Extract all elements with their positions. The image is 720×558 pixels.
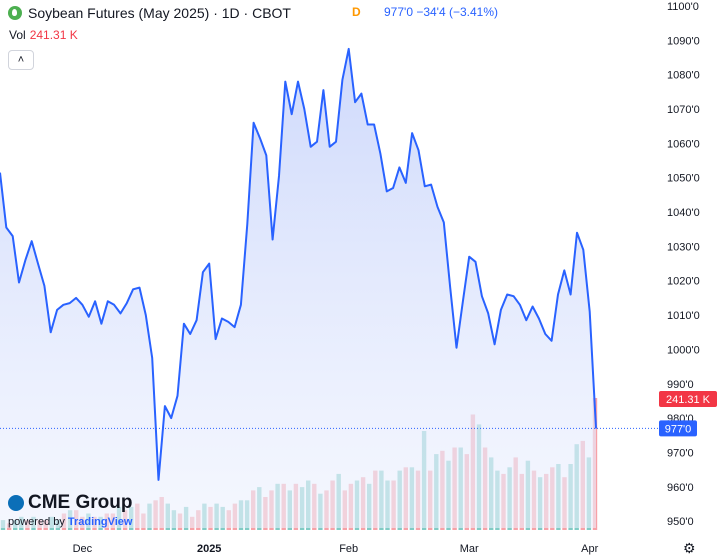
y-tick-label: 1050'0	[667, 173, 700, 185]
volume-badge-label: 241.31 K	[666, 394, 711, 406]
y-tick-label: 960'0	[667, 482, 694, 494]
time-axis[interactable]: Dec 2025 Feb Mar Apr	[73, 543, 599, 555]
x-tick-label: Apr	[581, 543, 598, 555]
price-line	[0, 47, 597, 481]
price-badge-label: 977'0	[665, 423, 692, 435]
y-tick-label: 1030'0	[667, 241, 700, 253]
price-badges: 241.31 K 977'0	[659, 391, 717, 437]
cme-logo[interactable]: CME Group powered by TradingView	[8, 492, 133, 528]
chevron-up-icon: ˄	[17, 54, 25, 66]
y-tick-label: 950'0	[667, 516, 694, 528]
volume-label: Vol	[9, 28, 26, 42]
collapse-legend-button[interactable]: ˄	[8, 50, 34, 70]
cme-logo-text: CME Group	[28, 492, 133, 513]
y-tick-label: 1090'0	[667, 35, 700, 47]
y-tick-label: 1020'0	[667, 276, 700, 288]
soybean-icon	[8, 6, 22, 20]
y-tick-label: 1000'0	[667, 344, 700, 356]
x-tick-label: Feb	[339, 543, 358, 555]
x-tick-label: 2025	[197, 543, 221, 555]
y-tick-label: 1070'0	[667, 104, 700, 116]
powered-by-label: powered by	[8, 516, 65, 528]
price-badge	[659, 420, 697, 437]
x-tick-label: Dec	[73, 543, 93, 555]
market-status-badge: D	[352, 5, 361, 19]
volume-badge	[659, 391, 717, 407]
chart-legend: Soybean Futures (May 2025) · 1D · CBOT	[8, 4, 291, 22]
globe-icon	[8, 495, 24, 511]
price-axis[interactable]: 950'0960'0970'0980'0990'01000'01010'0102…	[667, 1, 700, 528]
price-area-fill	[0, 48, 596, 529]
volume-value: 241.31 K	[29, 28, 78, 42]
symbol-title[interactable]: Soybean Futures (May 2025) · 1D · CBOT	[28, 5, 291, 21]
y-tick-label: 1040'0	[667, 207, 700, 219]
y-tick-label: 1060'0	[667, 138, 700, 150]
y-tick-label: 970'0	[667, 447, 694, 459]
x-tick-label: Mar	[460, 543, 479, 555]
volume-legend: Vol 241.31 K	[9, 28, 78, 42]
y-tick-label: 1080'0	[667, 70, 700, 82]
price-change-readout: 977'0 −34'4 (−3.41%)	[384, 5, 498, 19]
y-tick-label: 1100'0	[667, 1, 699, 13]
y-tick-label: 1010'0	[667, 310, 700, 322]
gear-icon[interactable]: ⚙	[683, 540, 696, 556]
y-tick-label: 990'0	[667, 379, 694, 391]
tradingview-link[interactable]: TradingView	[67, 516, 133, 528]
